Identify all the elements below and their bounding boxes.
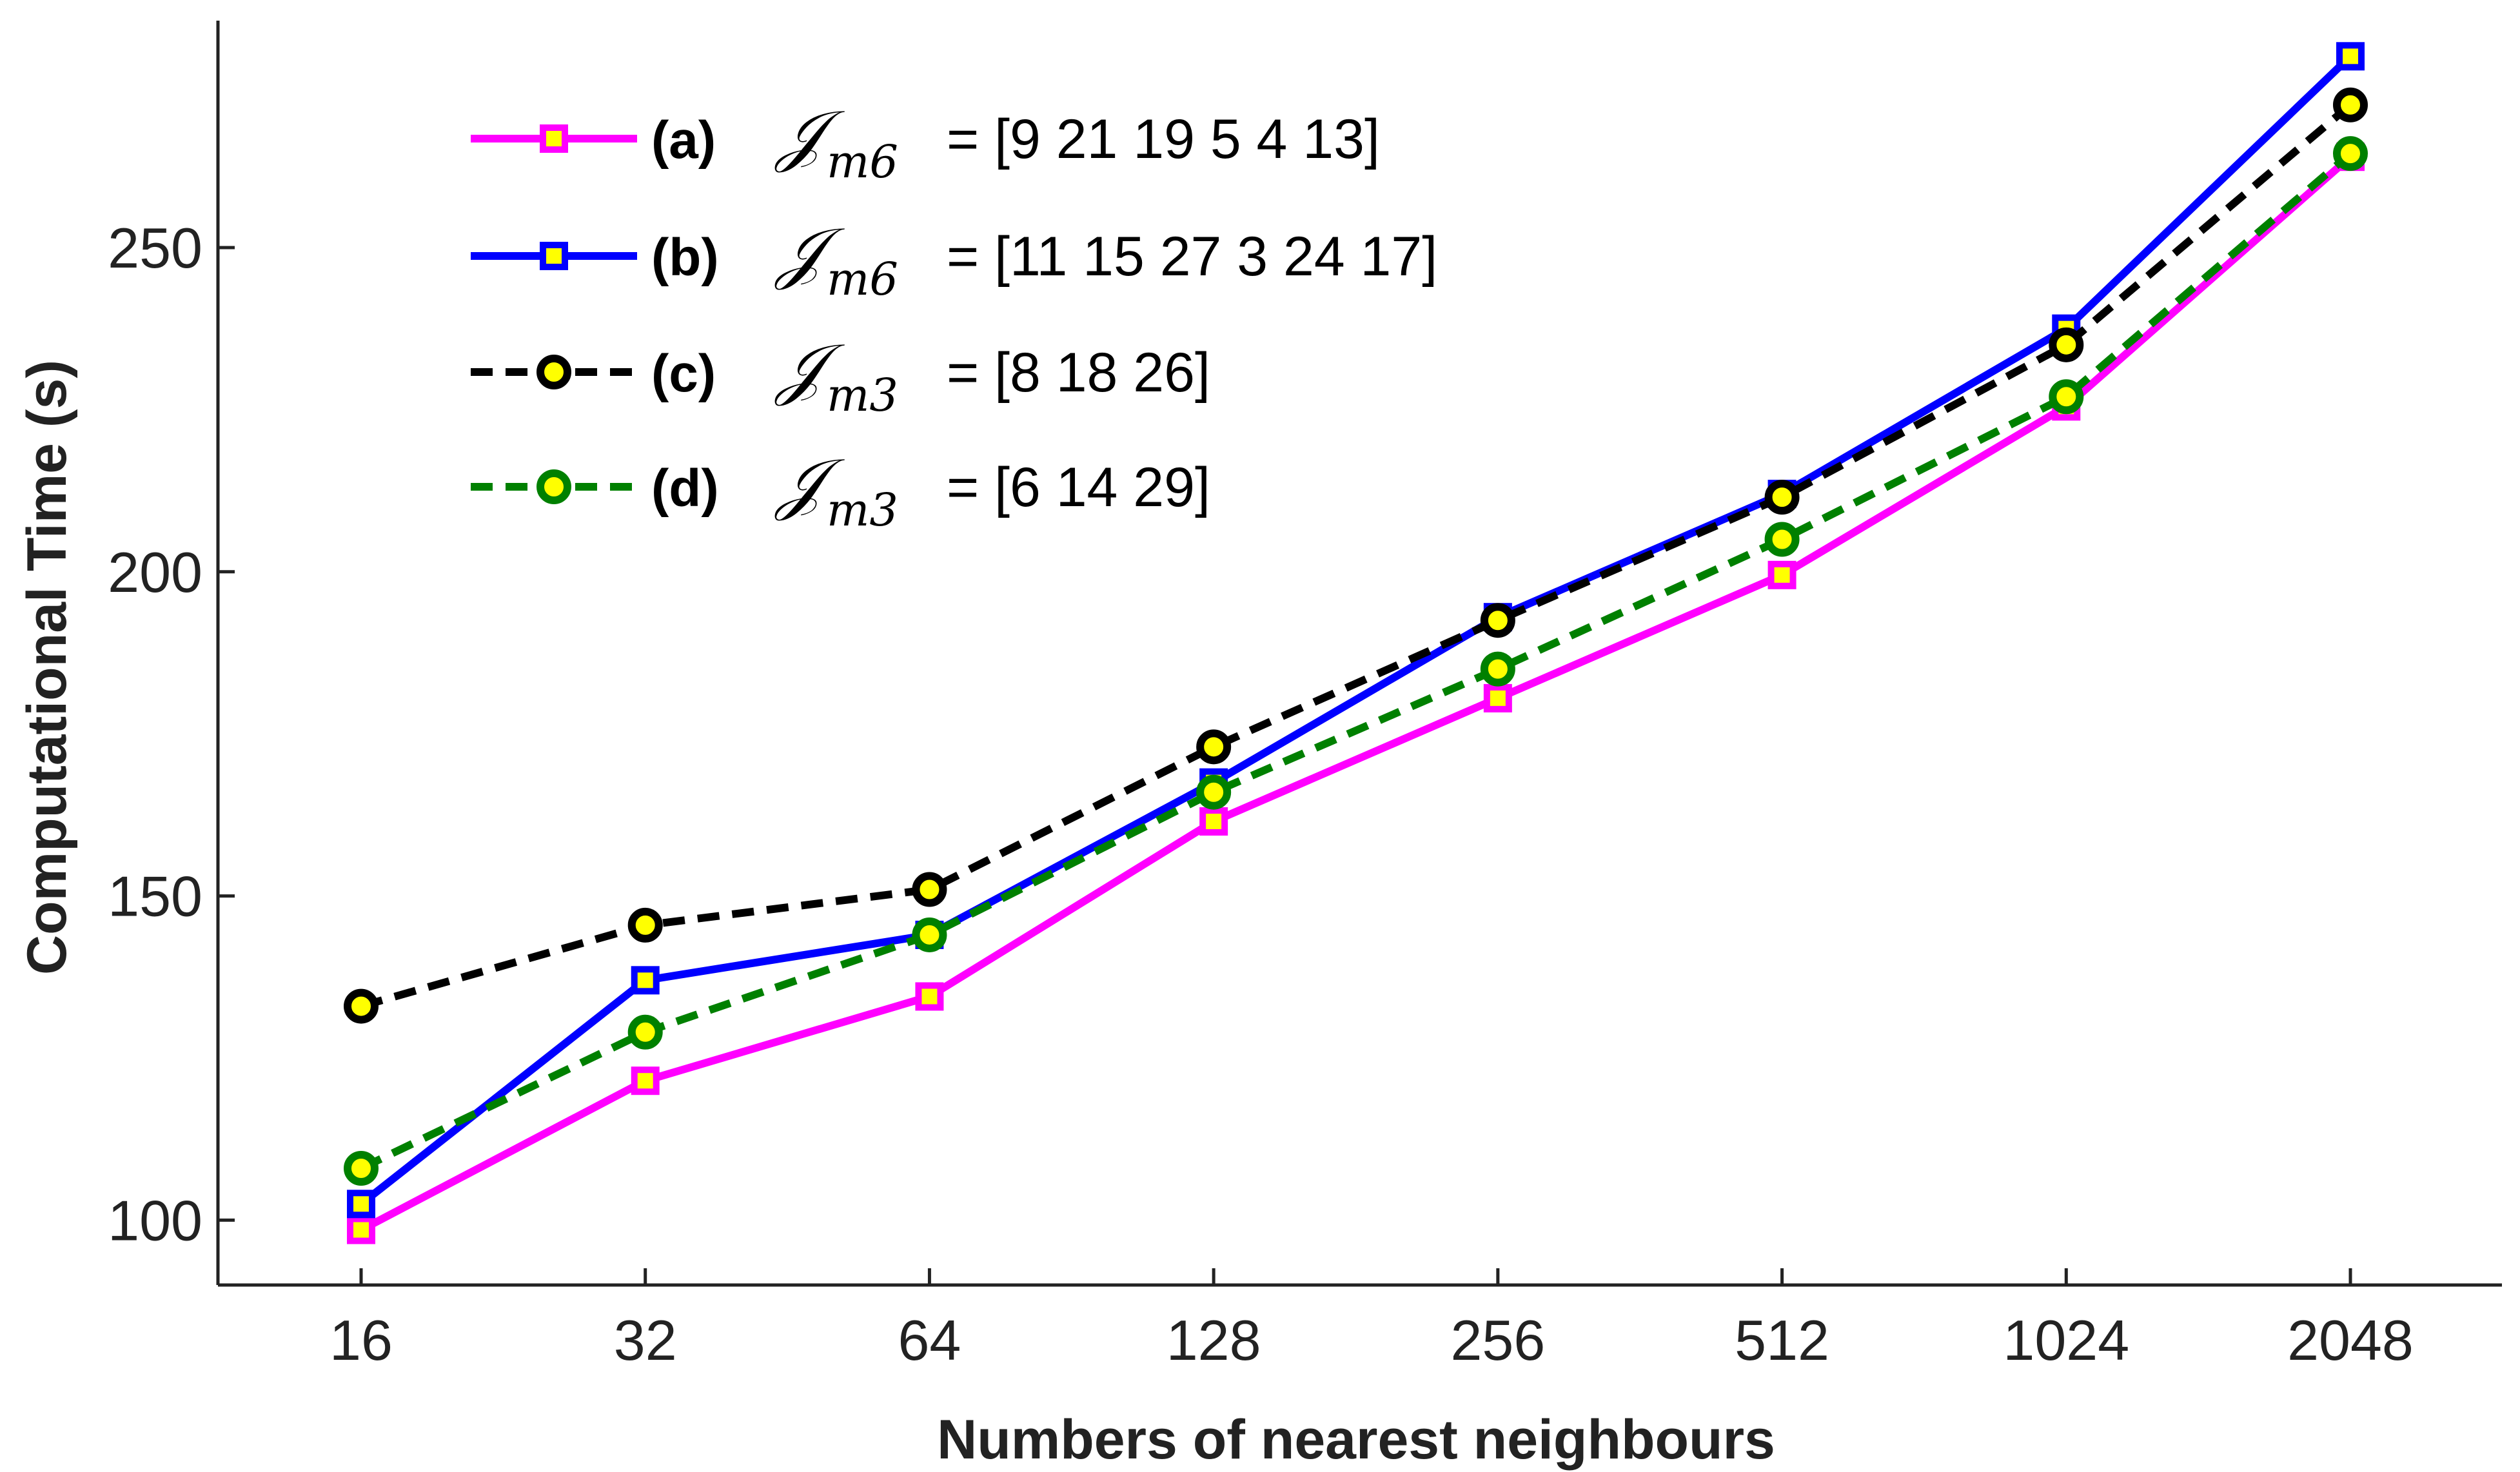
data-point-marker: [540, 124, 568, 153]
data-point-marker: [627, 1014, 663, 1050]
data-point-marker: [1483, 683, 1512, 712]
data-point-marker: [1767, 560, 1796, 589]
data-point-marker: [536, 469, 571, 504]
x-tick-label: 32: [614, 1308, 677, 1372]
axes: 100 150 200 250 16 32 64 128 256 512 1024 2048: [108, 21, 2502, 1372]
data-point-marker: [1196, 774, 1232, 810]
x-tick-label: 256: [1450, 1308, 1545, 1372]
y-tick-label: 100: [108, 1188, 202, 1252]
data-point-marker: [915, 982, 944, 1011]
data-point-marker: [631, 1066, 660, 1095]
data-point-marker: [912, 917, 947, 952]
data-point-marker: [1480, 651, 1515, 687]
data-point-marker: [1764, 522, 1800, 557]
legend-subscript: m6: [827, 253, 898, 306]
y-tick-label: 150: [108, 865, 202, 928]
x-tick-label: 16: [330, 1308, 393, 1372]
data-point-marker: [912, 872, 947, 907]
data-point-marker: [347, 1190, 375, 1219]
series-1: [347, 142, 2365, 1244]
series-group: [344, 42, 2368, 1244]
data-point-marker: [347, 1215, 375, 1244]
data-point-marker: [540, 242, 568, 270]
data-point-marker: [2333, 136, 2368, 172]
x-tick-label: 1024: [2003, 1308, 2129, 1372]
legend-label: (d): [651, 459, 719, 518]
legend-subscript: m3: [827, 369, 898, 422]
series-4: [344, 136, 2368, 1186]
data-point-marker: [344, 988, 379, 1024]
data-point-marker: [1480, 603, 1515, 638]
y-tick-label: 250: [108, 216, 202, 280]
legend-subscript: m6: [827, 135, 898, 188]
data-point-marker: [344, 1150, 379, 1186]
x-tick-label: 512: [1735, 1308, 1829, 1372]
x-tick-label: 128: [1166, 1308, 1261, 1372]
data-point-marker: [2049, 327, 2084, 362]
series-line: [359, 150, 2353, 1172]
x-axis-title: Numbers of nearest neighbours: [937, 1409, 1775, 1471]
data-point-marker: [1764, 480, 1800, 515]
legend-label: (c): [651, 344, 716, 403]
data-point-marker: [1199, 807, 1228, 836]
data-point-marker: [627, 907, 663, 943]
y-tick-label: 200: [108, 540, 202, 604]
data-point-marker: [2336, 42, 2365, 71]
x-tick-label: 64: [898, 1308, 961, 1372]
legend-label: (a): [651, 111, 716, 170]
y-axis-title: Computational Time (s): [16, 360, 78, 975]
x-tick-label: 2048: [2287, 1308, 2414, 1372]
legend-vector: = [11 15 27 3 24 17]: [947, 226, 1437, 288]
data-point-marker: [2049, 379, 2084, 415]
data-point-marker: [1196, 729, 1232, 765]
legend-label: (b): [651, 228, 719, 287]
data-point-marker: [631, 966, 660, 995]
data-point-marker: [2333, 87, 2368, 123]
legend-vector: = [8 18 26]: [947, 342, 1210, 404]
legend-subscript: m3: [827, 484, 898, 536]
series-line: [359, 153, 2353, 1233]
legend-vector: = [6 14 29]: [947, 456, 1210, 518]
series-3: [344, 87, 2368, 1024]
series-line: [359, 53, 2354, 1208]
data-point-marker: [536, 355, 571, 389]
series-line: [360, 102, 2353, 1010]
legend-vector: = [9 21 19 5 4 13]: [947, 108, 1380, 170]
